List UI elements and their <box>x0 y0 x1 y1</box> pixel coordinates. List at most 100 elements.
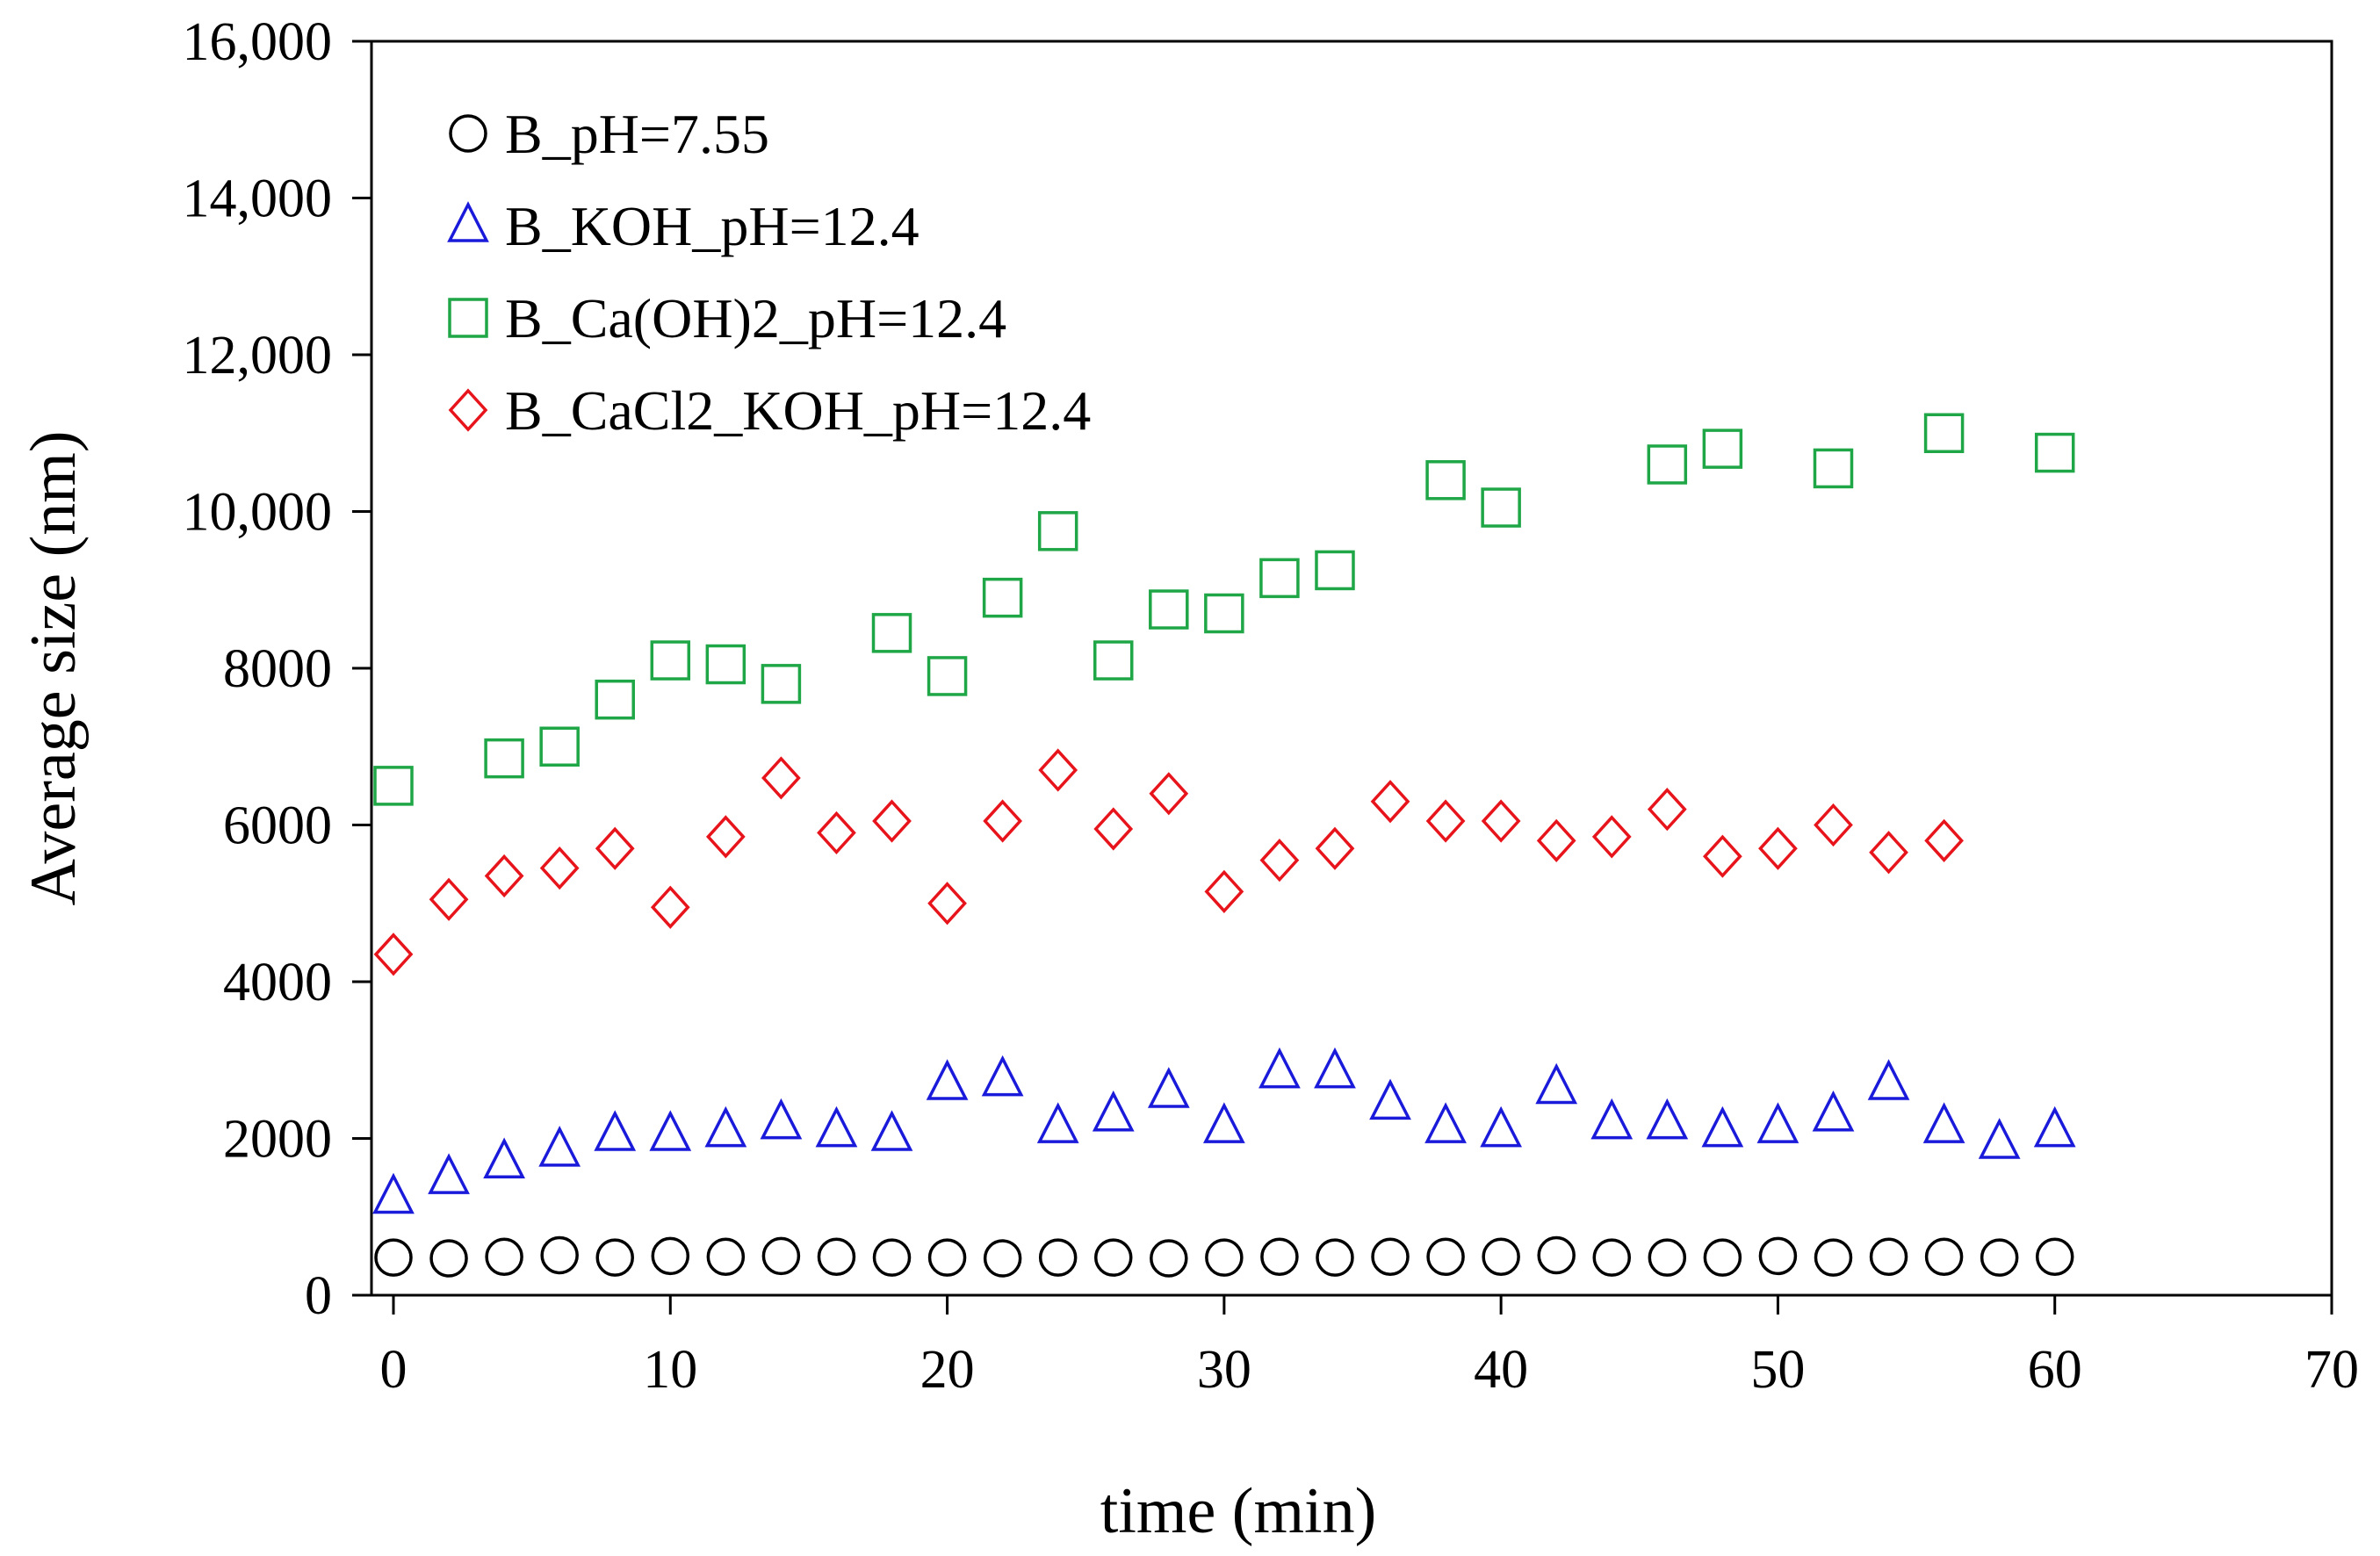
data-point <box>927 1238 967 1277</box>
legend-item: B_KOH_pH=12.4 <box>447 195 920 257</box>
data-point <box>1093 640 1134 681</box>
data-point <box>538 1126 581 1167</box>
legend-marker <box>448 298 488 338</box>
data-point <box>1149 589 1189 630</box>
data-point <box>761 664 802 704</box>
data-point <box>594 1110 637 1151</box>
data-point <box>1426 1237 1465 1277</box>
data-point <box>983 799 1022 843</box>
x-tick-label: 50 <box>1750 1340 1805 1400</box>
legend-label: B_pH=7.55 <box>505 103 769 165</box>
data-point <box>1812 1090 1855 1132</box>
data-point <box>872 1238 912 1277</box>
data-point <box>539 846 580 890</box>
data-point <box>1371 1237 1410 1277</box>
data-point <box>373 766 414 806</box>
data-point <box>927 656 968 696</box>
data-point <box>483 1137 525 1179</box>
data-point <box>1481 799 1521 843</box>
x-tick-label: 40 <box>1474 1340 1528 1400</box>
data-point <box>1592 1238 1632 1277</box>
data-point <box>1314 1047 1356 1089</box>
data-point <box>1924 818 1964 862</box>
data-point <box>1147 1067 1190 1108</box>
data-point <box>650 885 690 929</box>
data-point <box>704 1106 747 1148</box>
data-point <box>651 1236 690 1276</box>
data-point <box>1536 818 1576 862</box>
y-tick-label: 8000 <box>223 639 332 699</box>
data-point <box>595 679 635 720</box>
data-point <box>1093 807 1134 851</box>
data-point <box>2033 1106 2076 1148</box>
data-series <box>372 413 2076 1278</box>
data-point <box>1259 839 1300 882</box>
data-point <box>1260 1237 1299 1277</box>
data-point <box>1369 1078 1411 1120</box>
y-tick-label: 14,000 <box>183 169 333 229</box>
data-point <box>1482 1237 1520 1277</box>
data-point <box>1093 1238 1133 1277</box>
data-point <box>1702 429 1743 469</box>
data-point <box>1590 1098 1634 1140</box>
legend: B_pH=7.55 B_KOH_pH=12.4 B_Ca(OH)2_pH=12.4 B… <box>447 103 1091 442</box>
y-tick-label: 12,000 <box>183 326 333 385</box>
data-point <box>1038 748 1078 792</box>
data-point <box>1814 1238 1853 1277</box>
series-square <box>373 413 2075 806</box>
data-point <box>1149 772 1189 816</box>
data-point <box>872 799 912 843</box>
data-point <box>706 1237 746 1277</box>
legend-label: B_KOH_pH=12.4 <box>505 195 920 257</box>
data-point <box>595 1238 634 1277</box>
data-point <box>650 640 691 681</box>
data-point <box>1703 1238 1742 1277</box>
data-point <box>817 810 856 855</box>
data-point <box>649 1110 692 1151</box>
data-point <box>1036 1102 1079 1143</box>
x-tick-label: 0 <box>380 1340 407 1400</box>
data-point <box>705 815 746 859</box>
data-point <box>2035 1237 2074 1277</box>
series-triangle <box>372 1047 2076 1214</box>
data-point <box>485 1237 523 1277</box>
data-point <box>1924 1237 1964 1277</box>
x-tick-label: 30 <box>1197 1340 1251 1400</box>
x-axis: 0 10 20 30 40 50 60 70 <box>380 1295 2359 1400</box>
x-tick-label: 10 <box>643 1340 697 1400</box>
data-point <box>1202 1102 1245 1143</box>
data-point <box>1424 1102 1467 1143</box>
data-point <box>540 1235 579 1275</box>
data-point <box>1038 1238 1078 1277</box>
data-point <box>983 1239 1022 1278</box>
data-point <box>484 854 524 898</box>
data-point <box>374 1238 413 1277</box>
data-point <box>1646 1098 1689 1140</box>
data-point <box>760 1098 803 1140</box>
y-tick-label: 10,000 <box>183 483 333 543</box>
data-point <box>1813 448 1854 489</box>
data-point <box>373 933 414 976</box>
data-point <box>871 613 912 653</box>
data-point <box>1204 869 1244 913</box>
x-axis-title: time (min) <box>1100 1475 1376 1547</box>
y-axis: 0 2000 4000 6000 8000 10,000 12,000 14,000 16,00… <box>183 12 371 1326</box>
data-point <box>981 1055 1024 1097</box>
data-point <box>1150 1239 1188 1278</box>
data-point <box>927 882 967 926</box>
data-point <box>539 726 580 767</box>
y-tick-label: 4000 <box>223 953 332 1012</box>
data-point <box>1923 413 1965 453</box>
series-diamond <box>373 748 1964 976</box>
data-point <box>1315 826 1355 870</box>
series-circle <box>374 1235 2074 1278</box>
data-point <box>1370 780 1410 824</box>
data-point <box>1480 1106 1523 1148</box>
data-point <box>1869 831 1908 875</box>
legend-marker <box>448 388 488 432</box>
data-point <box>1425 799 1466 843</box>
data-point <box>1758 1236 1798 1276</box>
data-point <box>870 1110 913 1151</box>
